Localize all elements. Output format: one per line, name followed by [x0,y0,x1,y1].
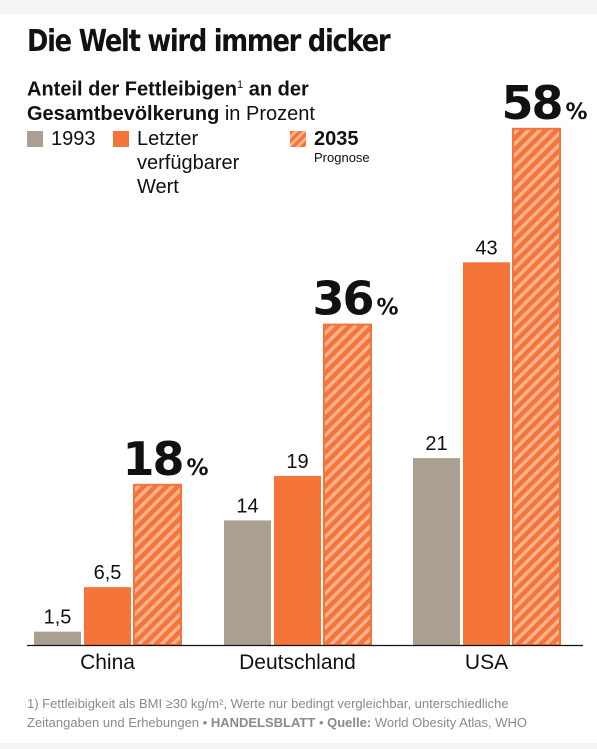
footnote: 1) Fettleibigkeit als BMI ≥30 kg/m², Wer… [27,694,582,732]
footnote-text: 1) Fettleibigkeit als BMI ≥30 kg/m², Wer… [27,696,509,730]
legend-swatch-grey [27,131,43,147]
legend-label-2035: 2035 [314,128,359,150]
footnote-source: World Obesity Atlas, WHO [374,715,528,730]
data-label-usa-1993: 21 [425,433,447,455]
bottom-rule [0,743,597,749]
legend-label-prognose: Prognose [314,150,370,165]
footnote-mark: 1 [237,79,244,91]
subtitle-bold-cont: an der [248,78,309,101]
footnote-sep: • [318,715,324,730]
category-label-china: China [80,651,135,674]
data-label-china-1993: 1,5 [44,607,72,629]
bar-china-1993 [34,631,81,645]
footnote-source-label: Quelle: [327,715,372,730]
top-rule [0,0,597,14]
subtitle-bold2: Gesamtbevölkerung [27,102,220,125]
bar-deutschland-1993 [224,520,271,645]
legend-text-2035: 2035 Prognose [314,127,370,165]
data-label-usa-2035-prognose: 58% [501,76,587,130]
bar-chart: 1,5 6,5 18 % China 14 19 36 % Deutschland 21 43 58 % U… [27,76,588,674]
data-label-usa-letzter-verf-gbarer-wert: 43 [475,237,497,259]
data-label-deutschland-1993: 14 [236,495,258,517]
bar-deutschland-2035-prognose [323,323,372,646]
category-label-deutschland: Deutschland [239,651,356,674]
data-label-china-letzter-verf-gbarer-wert: 6,5 [94,562,122,584]
legend-item-1993: 1993 [27,127,96,151]
data-label-deutschland-2035-prognose: 36% [312,272,398,326]
category-label-usa: USA [465,651,508,674]
bar-china-2035-prognose [133,483,182,646]
data-label-china-2035-prognose: 18% [122,432,208,486]
legend-item-2035: 2035 Prognose [290,127,370,165]
legend-label-latest: Letzter verfügbarer Wert [137,128,240,198]
subtitle-rest: in Prozent [224,102,315,125]
chart-subtitle: Anteil der Fettleibigen1 an der Gesamtbe… [27,73,315,126]
legend-label-1993: 1993 [51,128,96,150]
chart-title: Die Welt wird immer dicker [27,24,391,59]
bar-china-letzter-verf-gbarer-wert [84,587,131,645]
bar-usa-letzter-verf-gbarer-wert [463,262,510,645]
bar-usa-1993 [413,458,460,645]
legend-swatch-orange [113,131,129,147]
bar-usa-2035-prognose [512,127,561,647]
bar-deutschland-letzter-verf-gbarer-wert [274,475,321,645]
subtitle-bold: Anteil der Fettleibigen [27,78,238,101]
data-label-deutschland-letzter-verf-gbarer-wert: 19 [286,451,308,473]
legend-item-latest: Letzter verfügbarer Wert [113,127,243,199]
legend-swatch-hatched [290,131,306,147]
footnote-brand: HANDELSBLATT [210,715,316,730]
